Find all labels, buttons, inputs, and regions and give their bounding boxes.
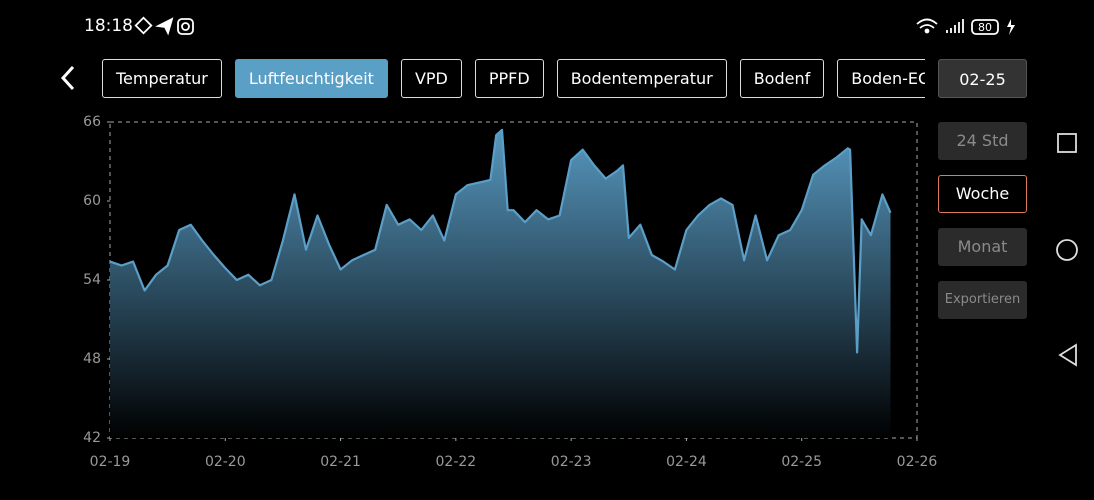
range-button[interactable]: Monat	[938, 228, 1027, 266]
x-tick-label: 02-22	[436, 454, 477, 470]
chart-layer: 42 48 54 60 66 02-19 02-20 02-21 02-22 02-23 02-24…	[83, 114, 937, 470]
tab[interactable]: Boden-EC	[837, 59, 925, 98]
y-tick-label: 60	[83, 193, 101, 209]
export-button[interactable]: Exportieren	[938, 281, 1027, 319]
status-icons	[60, 16, 1078, 367]
y-tick-label: 54	[83, 272, 101, 288]
x-tick-label: 02-20	[205, 454, 246, 470]
y-tick-label: 66	[83, 114, 101, 130]
tab[interactable]: VPD	[400, 59, 462, 98]
tab[interactable]: PPFD	[474, 59, 544, 98]
line	[109, 128, 892, 354]
x-tick-label: 02-23	[551, 454, 592, 470]
range-button[interactable]: 24 Std	[938, 122, 1027, 160]
tab[interactable]: Luftfeuchtigkeit	[234, 59, 388, 98]
x-tick-label: 02-21	[320, 454, 361, 470]
date-button[interactable]: 02-25	[938, 59, 1027, 98]
y-tick-label: 48	[83, 351, 101, 367]
range-button[interactable]: Woche	[938, 175, 1027, 213]
x-tick-label: 02-26	[897, 454, 938, 470]
y-tick-label: 42	[83, 430, 101, 446]
tab[interactable]: Bodentemperatur	[556, 59, 727, 98]
tab[interactable]: Temperatur	[102, 59, 222, 98]
tab-bar: Temperatur Luftfeuchtigkeit VPD PPFD Bodente…	[102, 59, 925, 98]
battery-level: 80	[978, 21, 992, 34]
tab[interactable]: Bodenf	[739, 59, 825, 98]
x-tick-label: 02-25	[781, 454, 822, 470]
x-tick-label: 02-19	[90, 454, 131, 470]
x-tick-label: 02-24	[666, 454, 707, 470]
area	[110, 129, 891, 438]
status-time: 18:18	[84, 16, 133, 36]
